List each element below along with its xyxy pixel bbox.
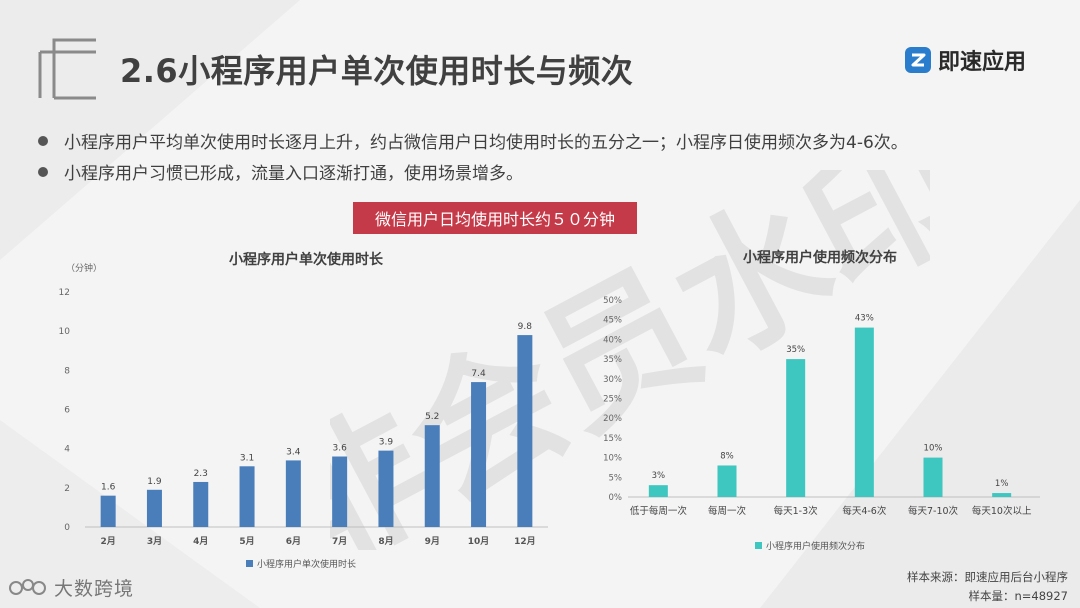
chart2-y-tick: 5% (609, 473, 623, 483)
chart1-bar (471, 382, 487, 527)
bullet-text: 小程序用户平均单次使用时长逐月上升，约占微信用户日均使用时长的五分之一；小程序日… (64, 133, 908, 153)
page-title: 2.6小程序用户单次使用时长与频次 (120, 52, 634, 90)
bullet-item: 小程序用户习惯已形成，流量入口逐渐打通，使用场景增多。 (38, 156, 1068, 187)
chart2-y-tick: 15% (603, 434, 622, 444)
chart2-legend-swatch (755, 542, 762, 549)
chart2-bar (992, 493, 1012, 497)
sample-size: 样本量：n=48927 (968, 589, 1068, 603)
chart1-value-label: 5.2 (425, 412, 439, 422)
chart1-x-tick: 4月 (193, 536, 208, 547)
brand-logo: 即速应用 (904, 42, 1026, 78)
chart2-y-tick: 45% (603, 316, 622, 326)
chart1-bar (285, 460, 301, 527)
chart1-x-tick: 9月 (425, 536, 440, 547)
chart1-value-label: 3.4 (286, 447, 301, 457)
chart1-value-label: 3.1 (240, 453, 254, 463)
chart1-y-tick: 12 (59, 288, 70, 298)
chart1-legend-swatch (246, 560, 253, 567)
chart1-x-tick: 6月 (286, 536, 301, 547)
corner-frame-icon (38, 38, 96, 100)
chart1-x-tick: 10月 (468, 536, 490, 547)
chart1-bar (146, 489, 162, 527)
chart1-x-tick: 2月 (101, 536, 116, 547)
chart1-x-tick: 3月 (147, 536, 162, 547)
chart2-bar (786, 359, 806, 497)
chart1-bar (332, 456, 348, 527)
chart1-y-tick: 4 (64, 445, 70, 455)
chart1-value-label: 9.8 (518, 322, 533, 332)
chart2-value-label: 43% (855, 314, 874, 324)
chart2-x-tick: 每天4-6次 (842, 505, 887, 517)
footer-logo-icon (9, 578, 46, 595)
footer-logo: 大数跨境 (8, 574, 134, 601)
chart1-value-label: 1.9 (147, 477, 162, 487)
chart2-x-tick: 每天7-10次 (908, 505, 959, 517)
chart2-value-label: 8% (720, 451, 734, 461)
chart2-x-tick: 每天1-3次 (774, 505, 819, 517)
chart2-x-tick: 每天10次以上 (972, 505, 1032, 517)
chart1-y-tick: 2 (64, 484, 70, 494)
chart2-title: 小程序用户使用频次分布 (743, 249, 897, 266)
chart2-y-tick: 20% (603, 414, 622, 424)
bullet-dot-icon (38, 135, 48, 146)
brand-name: 即速应用 (938, 50, 1027, 75)
chart1-bar (239, 466, 255, 527)
chart1-y-tick: 6 (64, 406, 70, 416)
chart2-bar (717, 465, 737, 497)
bullet-list: 小程序用户平均单次使用时长逐月上升，约占微信用户日均使用时长的五分之一；小程序日… (38, 125, 1068, 187)
footer-logo-text: 大数跨境 (54, 578, 135, 600)
callout-badge: 微信用户日均使用时长约５０分钟 (353, 202, 637, 234)
chart1-value-label: 1.6 (101, 483, 116, 493)
chart1-value-label: 3.9 (379, 438, 394, 448)
chart1-value-label: 2.3 (194, 469, 208, 479)
chart2-y-tick: 25% (603, 395, 622, 405)
chart1-y-tick: 10 (59, 327, 71, 337)
chart2-x-tick: 低于每周一次 (630, 505, 688, 517)
chart2-bar (923, 457, 943, 497)
chart2-y-tick: 30% (603, 375, 622, 385)
source-line: 样本来源：即速应用后台小程序 (907, 570, 1068, 584)
chart2-value-label: 10% (924, 444, 943, 454)
chart2-y-tick: 40% (603, 335, 622, 345)
chart2-legend-label: 小程序用户使用频次分布 (766, 540, 865, 552)
chart1-title: 小程序用户单次使用时长 (229, 251, 384, 268)
chart1-bar (378, 450, 394, 527)
chart2-y-tick: 10% (603, 454, 622, 464)
chart1-bar (193, 481, 209, 527)
chart1-x-tick: 12月 (514, 536, 536, 547)
chart1-y-tick: 0 (64, 523, 70, 533)
chart1-legend-label: 小程序用户单次使用时长 (257, 558, 356, 570)
chart2-value-label: 1% (995, 479, 1009, 489)
chart2-y-tick: 50% (603, 296, 622, 306)
chart1-value-label: 7.4 (471, 369, 486, 379)
chart2-value-label: 3% (652, 471, 666, 481)
chart1-value-label: 3.6 (332, 444, 347, 454)
chart2-value-label: 35% (786, 345, 805, 355)
chart2-y-tick: 35% (603, 355, 622, 365)
brand-icon (905, 47, 931, 73)
chart2-x-tick: 每周一次 (708, 505, 747, 517)
bullet-item: 小程序用户平均单次使用时长逐月上升，约占微信用户日均使用时长的五分之一；小程序日… (38, 125, 1068, 156)
chart1-y-tick: 8 (64, 366, 70, 376)
chart1-x-tick: 8月 (378, 536, 393, 547)
chart1-bar (424, 425, 440, 527)
chart2-bar (648, 485, 668, 497)
chart1-bar (517, 335, 533, 527)
chart2-bar (854, 327, 874, 497)
bullet-text: 小程序用户习惯已形成，流量入口逐渐打通，使用场景增多。 (64, 164, 523, 184)
chart1-bar (100, 495, 116, 527)
chart2-y-tick: 0% (609, 493, 623, 503)
source-note: 样本来源：即速应用后台小程序 样本量：n=48927 (907, 568, 1068, 606)
chart1-x-tick: 7月 (332, 536, 347, 547)
chart1-y-unit: （分钟） (66, 262, 102, 274)
bullet-dot-icon (38, 166, 48, 177)
chart1-x-tick: 5月 (239, 536, 254, 547)
